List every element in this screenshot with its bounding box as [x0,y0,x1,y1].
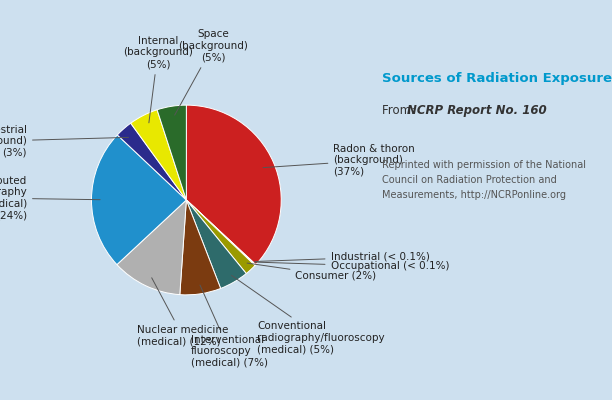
Text: Interventional
fluoroscopy
(medical) (7%): Interventional fluoroscopy (medical) (7%… [191,285,268,368]
Wedge shape [186,200,256,265]
Wedge shape [117,200,186,295]
Text: From:: From: [382,104,419,117]
Wedge shape [131,110,186,200]
Wedge shape [186,105,281,265]
Text: Terrestrial
(background)
(3%): Terrestrial (background) (3%) [0,124,129,158]
Text: Sources of Radiation Exposure: Sources of Radiation Exposure [382,72,612,85]
Wedge shape [91,135,186,265]
Text: Computed
tomography
(medical)
(24%): Computed tomography (medical) (24%) [0,176,100,220]
Text: Reprinted with permission of the National
Council on Radiation Protection and
Me: Reprinted with permission of the Nationa… [382,160,586,200]
Text: Radon & thoron
(background)
(37%): Radon & thoron (background) (37%) [263,144,415,177]
Wedge shape [157,105,187,200]
Text: Consumer (2%): Consumer (2%) [247,263,376,281]
Text: Space
(background)
(5%): Space (background) (5%) [174,29,248,115]
Wedge shape [186,200,255,266]
Wedge shape [118,123,186,200]
Text: NCRP Report No. 160: NCRP Report No. 160 [407,104,547,117]
Wedge shape [186,200,246,288]
Text: Internal
(background)
(5%): Internal (background) (5%) [123,36,193,123]
Wedge shape [180,200,221,295]
Wedge shape [186,200,255,274]
Text: Nuclear medicine
(medical) (12%): Nuclear medicine (medical) (12%) [137,278,228,347]
Text: Industrial (< 0.1%): Industrial (< 0.1%) [255,252,430,262]
Text: Conventional
radiography/fluoroscopy
(medical) (5%): Conventional radiography/fluoroscopy (me… [231,275,385,355]
Text: Occupational (< 0.1%): Occupational (< 0.1%) [255,262,449,272]
